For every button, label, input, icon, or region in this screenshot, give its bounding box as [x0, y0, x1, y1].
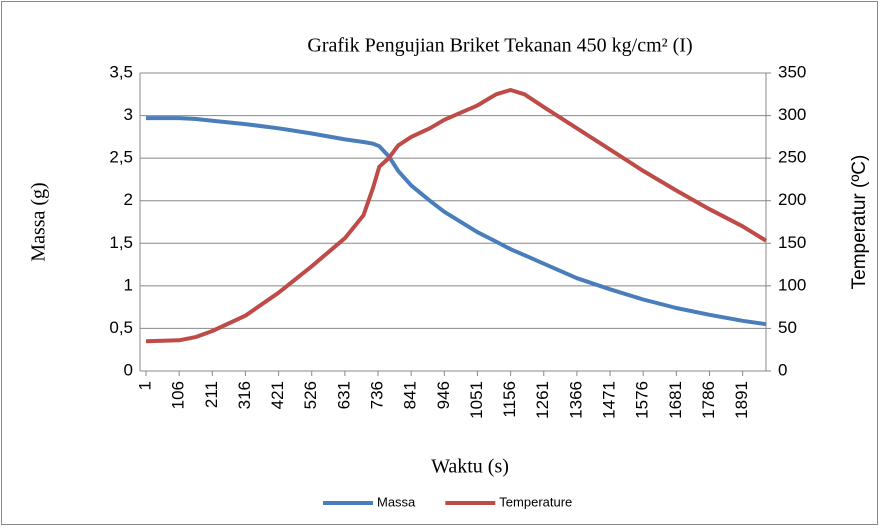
- x-tick-label: 1576: [633, 381, 652, 419]
- y-tick-label: 3,5: [109, 62, 133, 81]
- y2-tick-label: 350: [778, 62, 806, 81]
- y2-tick-label: 250: [778, 148, 806, 167]
- legend-label: Massa: [377, 494, 416, 509]
- x-tick-label: 421: [268, 381, 287, 409]
- y-tick-label: 0: [124, 360, 133, 379]
- x-tick-label: 631: [334, 381, 353, 409]
- y-axis-title: Massa (g): [28, 182, 50, 261]
- y2-tick-label: 0: [778, 360, 787, 379]
- y2-tick-label: 300: [778, 105, 806, 124]
- x-tick-label: 1786: [699, 381, 718, 419]
- y-tick-label: 0,5: [109, 318, 133, 337]
- y-tick-label: 2,5: [109, 148, 133, 167]
- x-tick-label: 1156: [500, 381, 519, 418]
- legend-label: Temperature: [499, 494, 572, 509]
- x-tick-label: 736: [368, 381, 387, 409]
- x-tick-label: 1681: [666, 381, 685, 419]
- series-line: [146, 116, 767, 327]
- y2-axis-title: Temperatur (ºC): [849, 155, 870, 290]
- y2-tick-label: 200: [778, 190, 806, 209]
- x-tick-label: 1: [135, 381, 154, 390]
- x-tick-label: 1366: [566, 381, 585, 419]
- y2-tick-label: 100: [778, 275, 806, 294]
- x-axis-title: Waktu (s): [431, 456, 509, 478]
- series-line: [145, 88, 768, 344]
- x-tick-label: 841: [401, 381, 420, 409]
- x-tick-label: 1051: [467, 381, 486, 419]
- x-tick-label: 1261: [533, 381, 552, 419]
- x-tick-label: 1891: [732, 381, 751, 419]
- x-tick-label: 526: [301, 381, 320, 409]
- x-tick-label: 316: [235, 381, 254, 409]
- y-tick-label: 1: [124, 275, 133, 294]
- y2-tick-label: 150: [778, 233, 806, 252]
- chart-title: Grafik Pengujian Briket Tekanan 450 kg/c…: [307, 35, 692, 57]
- x-tick-label: 106: [169, 381, 188, 409]
- y2-tick-label: 50: [778, 318, 797, 337]
- x-tick-label: 946: [434, 381, 453, 409]
- y-tick-label: 1,5: [109, 233, 133, 252]
- x-tick-label: 1471: [600, 381, 619, 419]
- x-tick-label: 211: [202, 381, 221, 408]
- y-tick-label: 3: [124, 105, 133, 124]
- y-tick-label: 2: [124, 190, 133, 209]
